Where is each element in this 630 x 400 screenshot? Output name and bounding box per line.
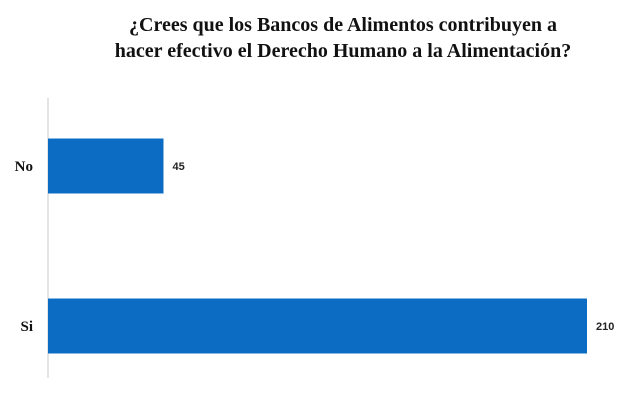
category-label-no: No — [15, 159, 33, 175]
value-label-si: 210 — [596, 321, 614, 333]
bar-no — [48, 138, 164, 194]
value-label-no: 45 — [173, 161, 185, 173]
chart-title-line-2: hacer efectivo el Derecho Humano a la Al… — [115, 40, 571, 62]
category-label-si: Si — [20, 319, 33, 335]
chart-title-line-1: ¿Crees que los Bancos de Alimentos contr… — [129, 14, 557, 36]
bar-si — [48, 298, 587, 354]
bars-layer: No 45 Si 210 — [15, 138, 614, 354]
